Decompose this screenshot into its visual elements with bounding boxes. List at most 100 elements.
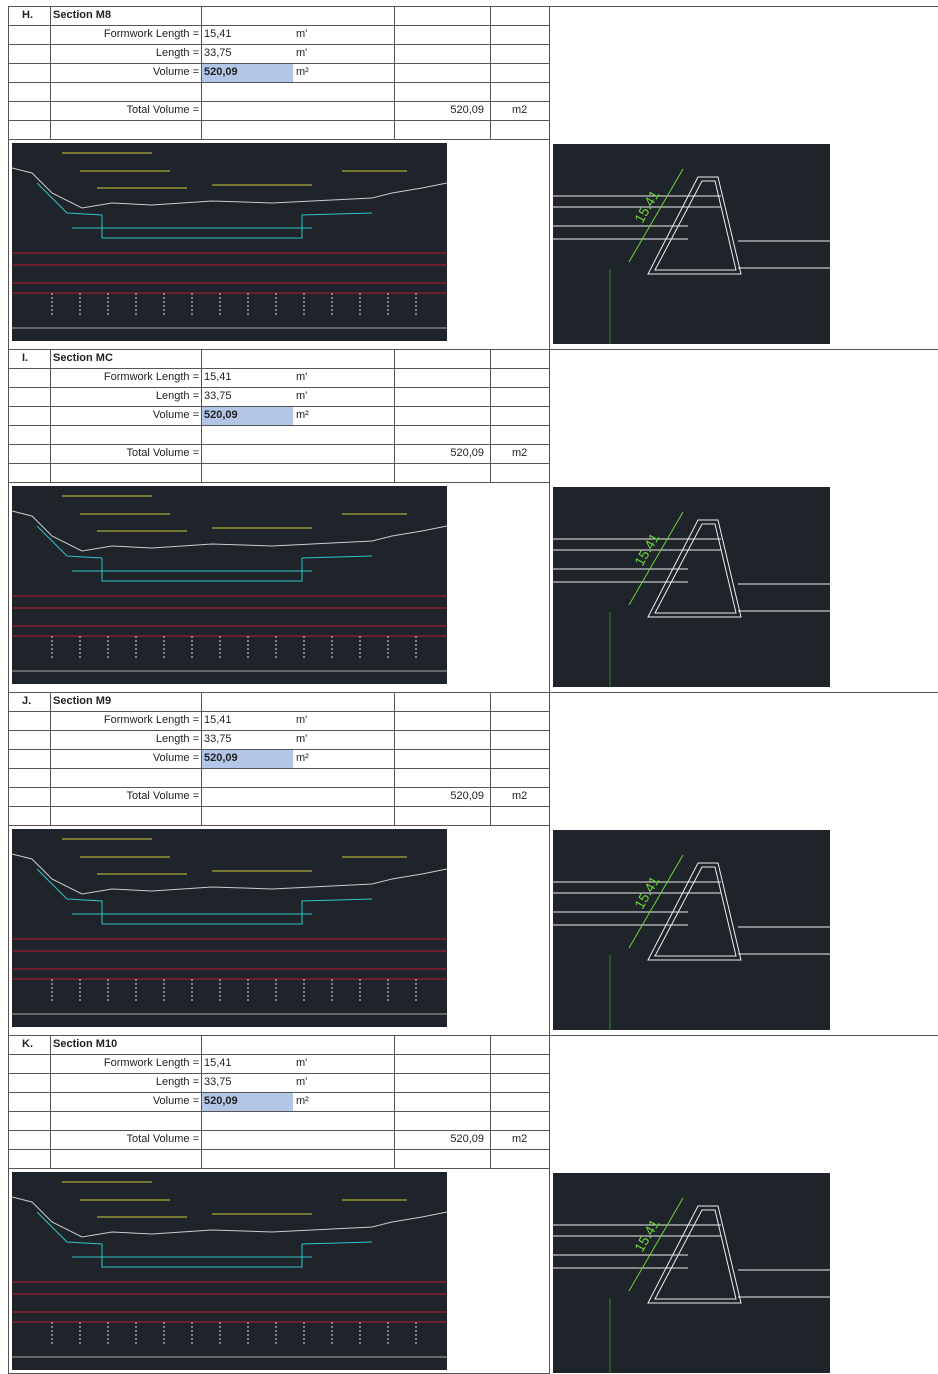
terrain (12, 1196, 447, 1238)
col-line (8, 692, 9, 1035)
trapezoid (647, 1205, 742, 1304)
row-line (8, 1168, 549, 1169)
image-bg (553, 144, 830, 344)
cad-detail-image: 15.41 (553, 830, 830, 1030)
col-line (201, 692, 202, 825)
row-label: Volume = (152, 1095, 199, 1107)
section-border (8, 6, 938, 7)
row-line (8, 806, 549, 807)
trapezoid (647, 176, 742, 275)
col-line (50, 349, 51, 482)
cad-detail-image: 15.41 (553, 1173, 830, 1373)
col-line (394, 6, 395, 139)
row-value: 15,41 (204, 1057, 232, 1069)
row-line (8, 444, 549, 445)
col-line (50, 1035, 51, 1168)
total-value: 520,09 (450, 447, 484, 459)
row-line (8, 120, 549, 121)
row-value: 15,41 (204, 371, 232, 383)
cad-section-image (12, 829, 447, 1027)
col-line (490, 1035, 491, 1168)
row-line (8, 63, 549, 64)
total-label: Total Volume = (126, 447, 199, 459)
col-line (549, 1035, 550, 1374)
row-unit: m² (296, 409, 309, 421)
total-label: Total Volume = (126, 1133, 199, 1145)
row-unit: m' (296, 1076, 308, 1088)
row-unit: m' (296, 714, 308, 726)
row-line (8, 1130, 549, 1131)
highlight (202, 1093, 293, 1111)
row-value: 33,75 (204, 733, 232, 745)
row-line (8, 1149, 549, 1150)
image-bg (12, 1172, 447, 1370)
structure (36, 182, 373, 239)
row-line (8, 1073, 549, 1074)
total-unit: m2 (512, 104, 528, 116)
trapezoid (647, 519, 742, 618)
total-unit: m2 (512, 1133, 528, 1145)
image-bg (553, 830, 830, 1030)
row-unit: m² (296, 1095, 309, 1107)
section-letter: J. (22, 695, 32, 707)
total-unit: m2 (512, 790, 528, 802)
col-line (394, 349, 395, 482)
section-letter: K. (22, 1038, 33, 1050)
section-title: Section M8 (53, 9, 112, 21)
terrain (12, 167, 447, 209)
row-label: Length = (155, 733, 199, 745)
row-label: Formwork Length = (103, 1057, 199, 1069)
total-label: Total Volume = (126, 104, 199, 116)
row-unit: m' (296, 28, 308, 40)
structure (36, 868, 373, 925)
row-line (8, 44, 549, 45)
col-line (50, 6, 51, 139)
section-title: Section MC (53, 352, 113, 364)
col-line (8, 349, 9, 692)
cad-detail-image: 15.41 (553, 487, 830, 687)
row-line (8, 463, 549, 464)
terrain (12, 853, 447, 895)
row-value: 33,75 (204, 390, 232, 402)
row-line (8, 425, 549, 426)
total-value: 520,09 (450, 1133, 484, 1145)
total-value: 520,09 (450, 104, 484, 116)
trapezoid (654, 866, 737, 957)
row-label: Length = (155, 47, 199, 59)
row-line (8, 387, 549, 388)
row-unit: m² (296, 752, 309, 764)
row-value: 33,75 (204, 47, 232, 59)
row-value: 520,09 (204, 752, 238, 764)
col-line (490, 692, 491, 825)
trapezoid (654, 523, 737, 614)
terrain (12, 510, 447, 552)
col-line (549, 692, 550, 1035)
image-bg (12, 486, 447, 684)
row-value: 15,41 (204, 714, 232, 726)
dimension-line (628, 511, 684, 606)
row-label: Volume = (152, 66, 199, 78)
col-line (490, 6, 491, 139)
col-line (490, 349, 491, 482)
row-label: Volume = (152, 752, 199, 764)
dimension-line (628, 168, 684, 263)
row-label: Volume = (152, 409, 199, 421)
col-line (201, 349, 202, 482)
col-line (201, 1035, 202, 1168)
highlight (202, 750, 293, 768)
row-label: Formwork Length = (103, 28, 199, 40)
col-line (201, 6, 202, 139)
row-unit: m' (296, 1057, 308, 1069)
row-label: Length = (155, 390, 199, 402)
row-line (8, 825, 549, 826)
dimension-line (628, 1197, 684, 1292)
row-unit: m' (296, 390, 308, 402)
image-bg (553, 1173, 830, 1373)
cad-section-image (12, 1172, 447, 1370)
structure (36, 525, 373, 582)
row-line (8, 368, 549, 369)
row-line (8, 82, 549, 83)
section-title: Section M10 (53, 1038, 118, 1050)
row-line (8, 139, 549, 140)
